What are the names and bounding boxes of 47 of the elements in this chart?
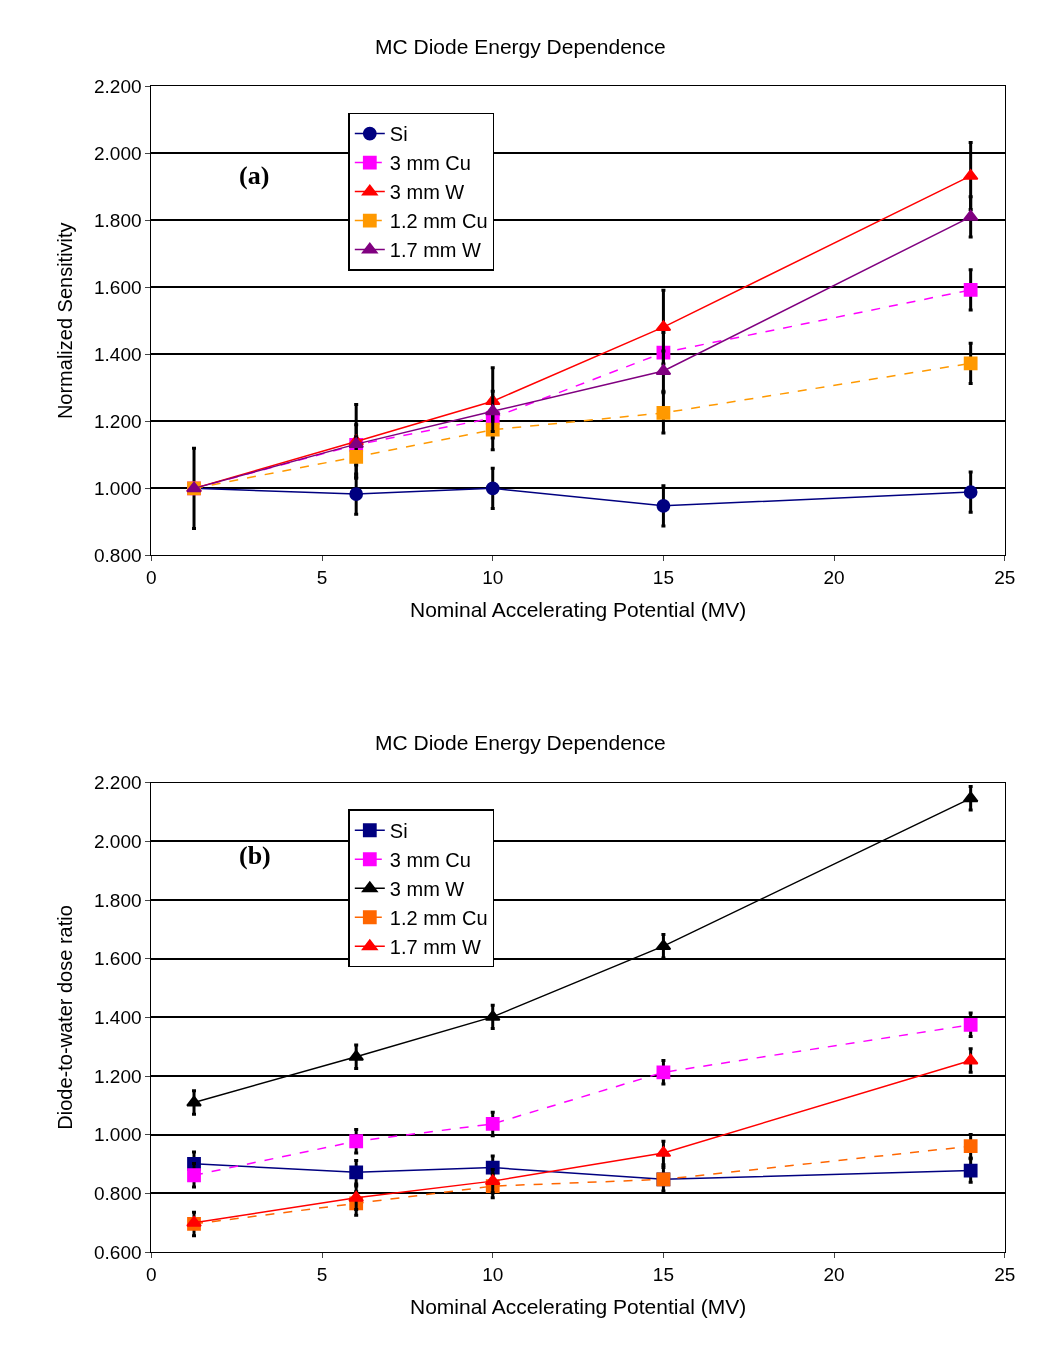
chart-title: MC Diode Energy Dependence — [375, 731, 666, 754]
y-axis-title: Normalized Sensitivity — [54, 222, 77, 420]
x-tick-label: 20 — [823, 567, 845, 589]
y-tick-label: 1.400 — [94, 343, 142, 365]
annotation: (a) — [239, 161, 270, 190]
y-tick-label: 1.200 — [94, 1065, 142, 1087]
x-tick-label: 25 — [994, 1263, 1016, 1285]
y-tick-label: 1.800 — [94, 889, 142, 911]
y-tick-label: 1.600 — [94, 276, 142, 298]
chart-title: MC Diode Energy Dependence — [375, 35, 666, 58]
legend-label: 1.7 mm W — [389, 239, 482, 262]
x-tick-label: 5 — [316, 567, 328, 589]
x-tick-label: 10 — [482, 1263, 504, 1285]
x-tick-label: 5 — [316, 1263, 328, 1285]
x-tick-label: 0 — [146, 567, 157, 589]
y-tick-label: 1.400 — [94, 1007, 142, 1029]
legend-label: 3 mm Cu — [389, 152, 471, 175]
x-tick-label: 10 — [482, 567, 504, 589]
legend-label: 1.2 mm Cu — [389, 907, 488, 930]
x-tick-label: 20 — [823, 1263, 845, 1285]
y-tick-label: 1.200 — [94, 410, 142, 432]
annotation: (b) — [239, 841, 271, 870]
legend-label: 1.7 mm W — [389, 936, 482, 959]
y-tick-label: 1.600 — [94, 948, 142, 970]
y-tick-label: 1.000 — [94, 1124, 142, 1146]
legend-label: Si — [389, 820, 408, 843]
y-tick-label: 0.800 — [94, 1183, 142, 1205]
y-tick-label: 0.800 — [94, 545, 142, 567]
y-tick-label: 1.800 — [94, 209, 142, 231]
y-tick-label: 2.000 — [94, 831, 142, 853]
y-axis-title: Diode-to-water dose ratio — [54, 905, 77, 1130]
x-tick-label: 15 — [652, 1263, 674, 1285]
y-tick-label: 0.600 — [94, 1241, 142, 1263]
y-tick-label: 2.200 — [94, 772, 142, 794]
y-tick-label: 2.200 — [94, 75, 142, 97]
legend-label: 3 mm W — [389, 181, 465, 204]
legend-label: 3 mm Cu — [389, 849, 471, 872]
x-tick-label: 25 — [994, 567, 1016, 589]
legend-label: 3 mm W — [389, 878, 465, 901]
y-tick-label: 1.000 — [94, 478, 142, 500]
x-axis-title: Nominal Accelerating Potential (MV) — [410, 598, 747, 622]
legend-label: 1.2 mm Cu — [389, 210, 488, 233]
legend-label: Si — [389, 123, 408, 146]
y-tick-label: 2.000 — [94, 142, 142, 164]
x-axis-title: Nominal Accelerating Potential (MV) — [410, 1295, 747, 1319]
x-tick-label: 0 — [146, 1263, 157, 1285]
x-tick-label: 15 — [652, 567, 674, 589]
